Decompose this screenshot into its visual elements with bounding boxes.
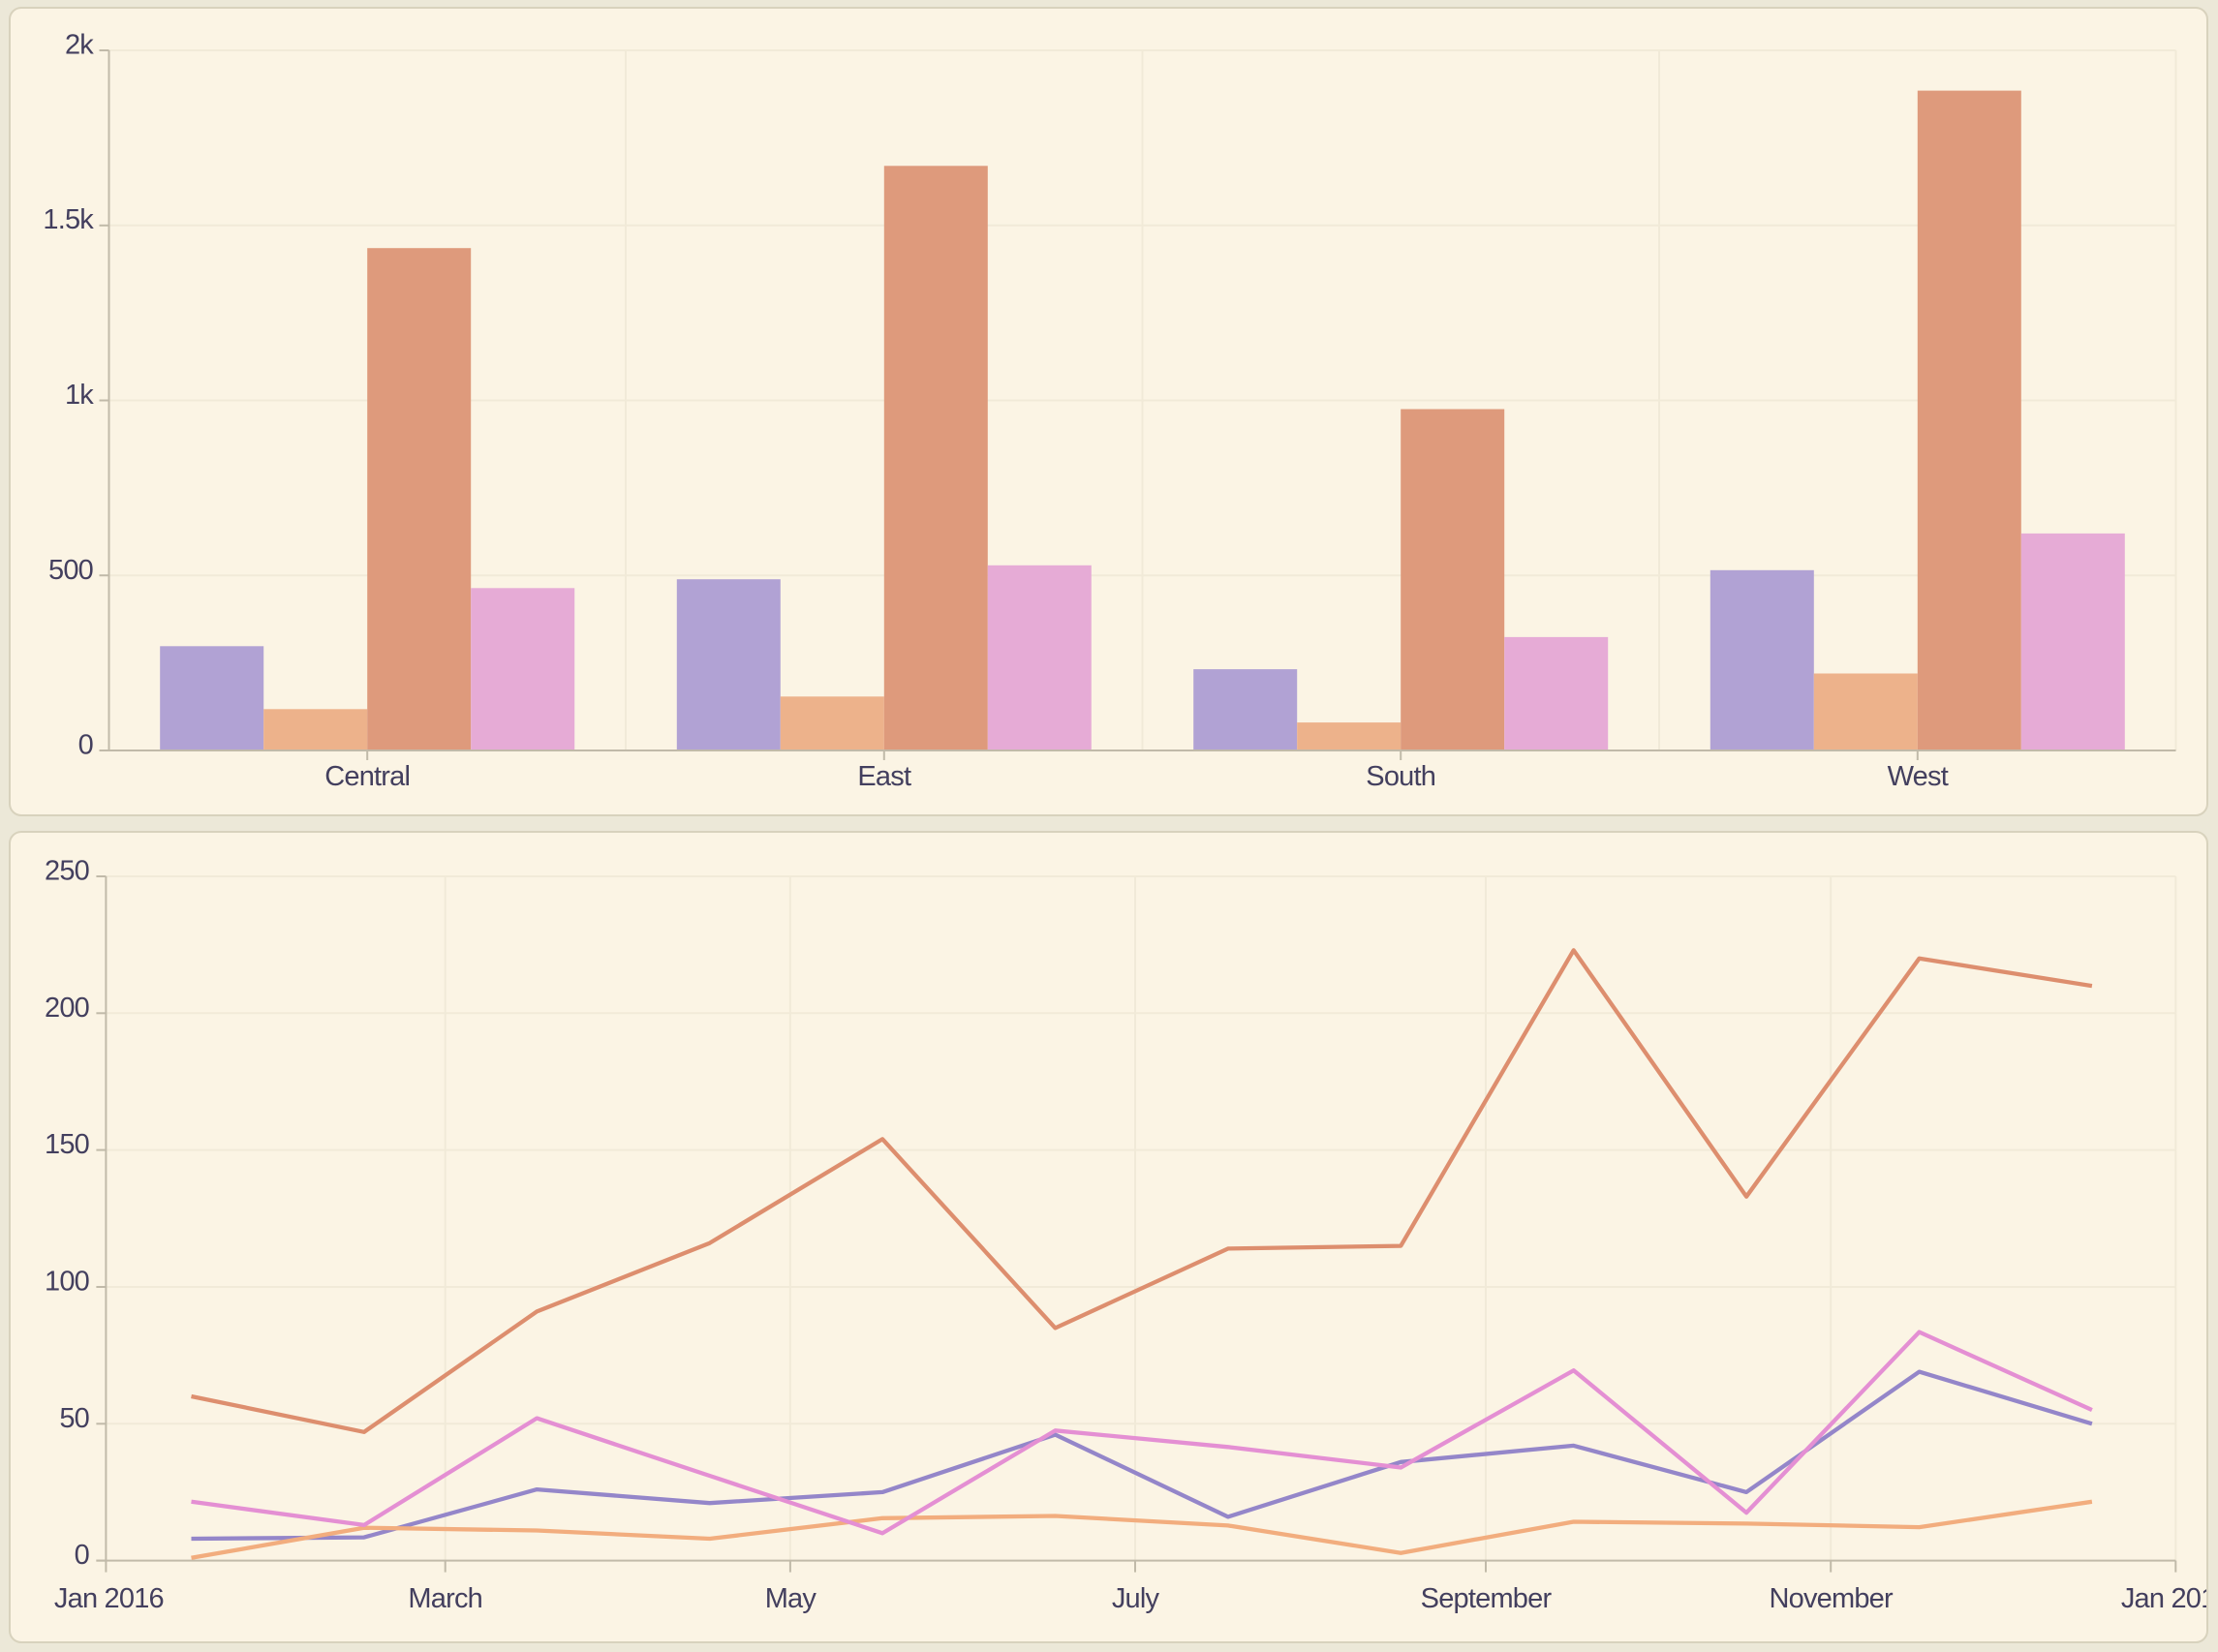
svg-text:0: 0 [75, 1540, 89, 1571]
svg-text:200: 200 [45, 993, 89, 1024]
svg-text:East: East [857, 761, 911, 792]
svg-text:West: West [1888, 761, 1949, 792]
svg-text:2k: 2k [65, 30, 94, 61]
svg-text:Central: Central [324, 761, 410, 792]
svg-text:November: November [1770, 1583, 1895, 1614]
svg-text:100: 100 [45, 1267, 89, 1298]
svg-text:250: 250 [45, 856, 89, 887]
svg-text:September: September [1421, 1583, 1553, 1614]
svg-text:Jan 2017: Jan 2017 [2121, 1583, 2218, 1614]
svg-text:May: May [765, 1583, 817, 1614]
svg-text:0: 0 [78, 730, 93, 761]
svg-text:50: 50 [59, 1403, 89, 1434]
svg-text:500: 500 [48, 555, 93, 586]
svg-text:1.5k: 1.5k [43, 204, 94, 235]
svg-text:March: March [408, 1583, 482, 1614]
svg-text:Jan 2016: Jan 2016 [54, 1583, 164, 1614]
svg-text:150: 150 [45, 1129, 89, 1160]
svg-text:July: July [1112, 1583, 1160, 1614]
svg-text:1k: 1k [65, 380, 94, 411]
svg-text:South: South [1366, 761, 1435, 792]
